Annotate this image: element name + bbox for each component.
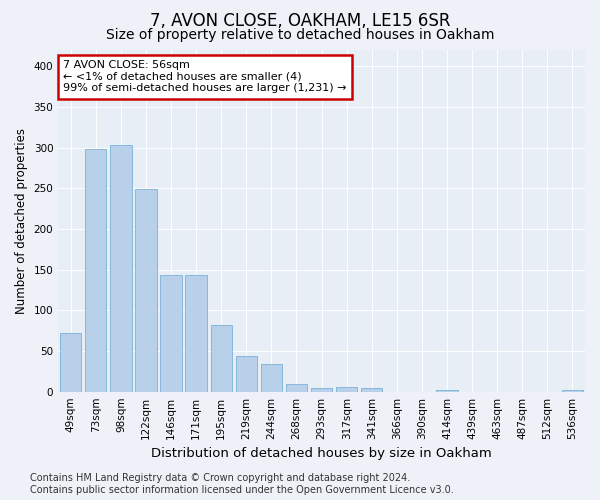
Bar — [361, 388, 382, 392]
Bar — [311, 388, 332, 392]
Bar — [110, 145, 131, 392]
Text: 7 AVON CLOSE: 56sqm
← <1% of detached houses are smaller (4)
99% of semi-detache: 7 AVON CLOSE: 56sqm ← <1% of detached ho… — [64, 60, 347, 94]
Bar — [185, 276, 207, 392]
Bar — [60, 333, 82, 392]
X-axis label: Distribution of detached houses by size in Oakham: Distribution of detached houses by size … — [151, 447, 492, 460]
Bar — [336, 387, 358, 392]
Bar — [136, 189, 157, 392]
Text: Contains HM Land Registry data © Crown copyright and database right 2024.
Contai: Contains HM Land Registry data © Crown c… — [30, 474, 454, 495]
Bar — [261, 364, 282, 392]
Y-axis label: Number of detached properties: Number of detached properties — [15, 128, 28, 314]
Text: 7, AVON CLOSE, OAKHAM, LE15 6SR: 7, AVON CLOSE, OAKHAM, LE15 6SR — [150, 12, 450, 30]
Bar — [211, 325, 232, 392]
Bar — [562, 390, 583, 392]
Bar — [236, 356, 257, 392]
Bar — [85, 150, 106, 392]
Bar — [286, 384, 307, 392]
Text: Size of property relative to detached houses in Oakham: Size of property relative to detached ho… — [106, 28, 494, 42]
Bar — [160, 274, 182, 392]
Bar — [436, 390, 458, 392]
